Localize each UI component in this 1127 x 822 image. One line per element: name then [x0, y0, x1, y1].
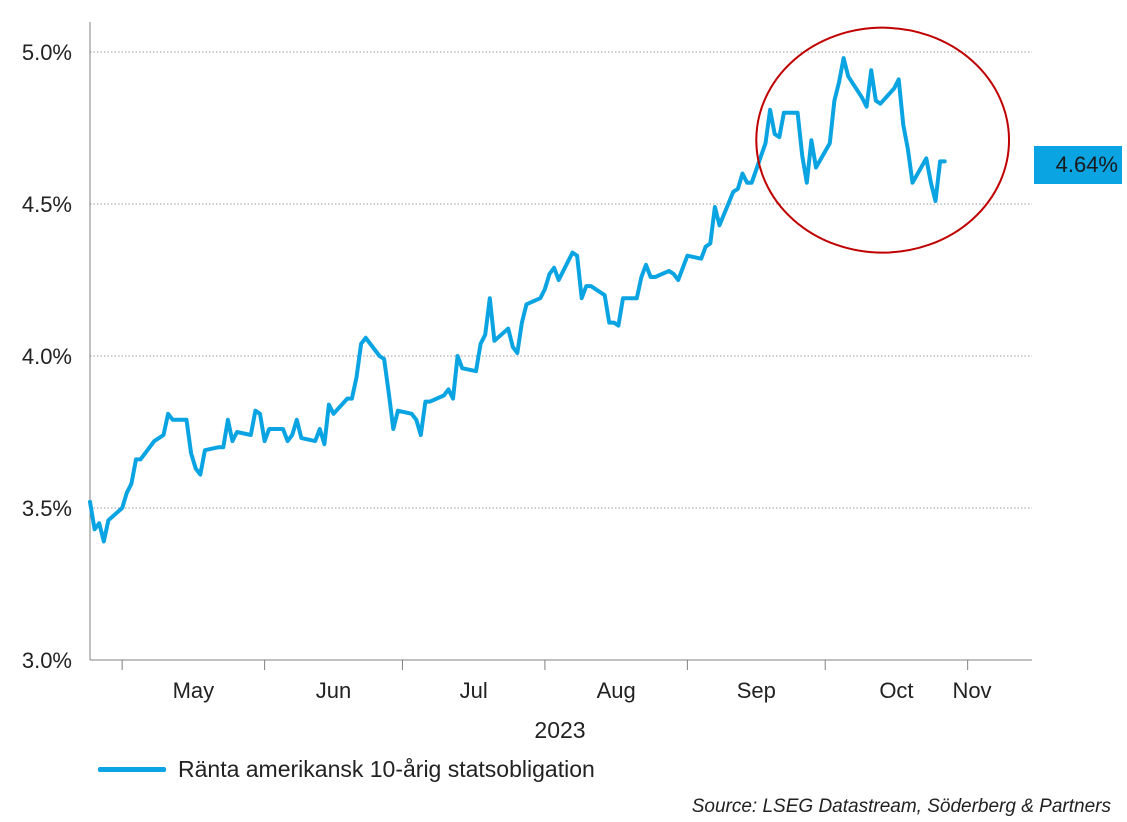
legend-swatch — [98, 767, 166, 772]
legend-label: Ränta amerikansk 10-årig statsobligation — [178, 756, 595, 782]
last-value-badge: 4.64% — [1034, 146, 1122, 184]
x-axis-label: 2023 — [534, 717, 585, 743]
x-tick-label: May — [173, 678, 215, 703]
x-tick-label: Nov — [952, 678, 991, 703]
y-tick-label: 4.5% — [22, 192, 72, 217]
x-tick-label: Jul — [460, 678, 488, 703]
source-note: Source: LSEG Datastream, Söderberg & Par… — [691, 796, 1111, 817]
series-line — [88, 56, 947, 544]
highlight-ellipse — [755, 26, 1011, 254]
x-tick-label: Oct — [879, 678, 913, 703]
y-tick-label: 5.0% — [22, 40, 72, 65]
x-tick-label: Jun — [316, 678, 351, 703]
highlight-layer — [755, 26, 1011, 254]
x-tick-label: Sep — [737, 678, 776, 703]
series-layer — [88, 56, 947, 544]
line-chart: 3.0% 3.5% 4.0% 4.5% 5.0% May Jun Jul Aug Sep Oct N… — [22, 22, 1032, 743]
y-axis: 3.0% 3.5% 4.0% 4.5% 5.0% — [22, 22, 91, 673]
x-tick-label: Aug — [597, 678, 636, 703]
legend: Ränta amerikansk 10-årig statsobligation — [98, 756, 595, 783]
y-tick-label: 3.0% — [22, 648, 72, 673]
y-tick-label: 4.0% — [22, 344, 72, 369]
x-axis: May Jun Jul Aug Sep Oct Nov — [90, 659, 1032, 703]
gridlines — [90, 51, 1032, 509]
y-tick-label: 3.5% — [22, 496, 72, 521]
